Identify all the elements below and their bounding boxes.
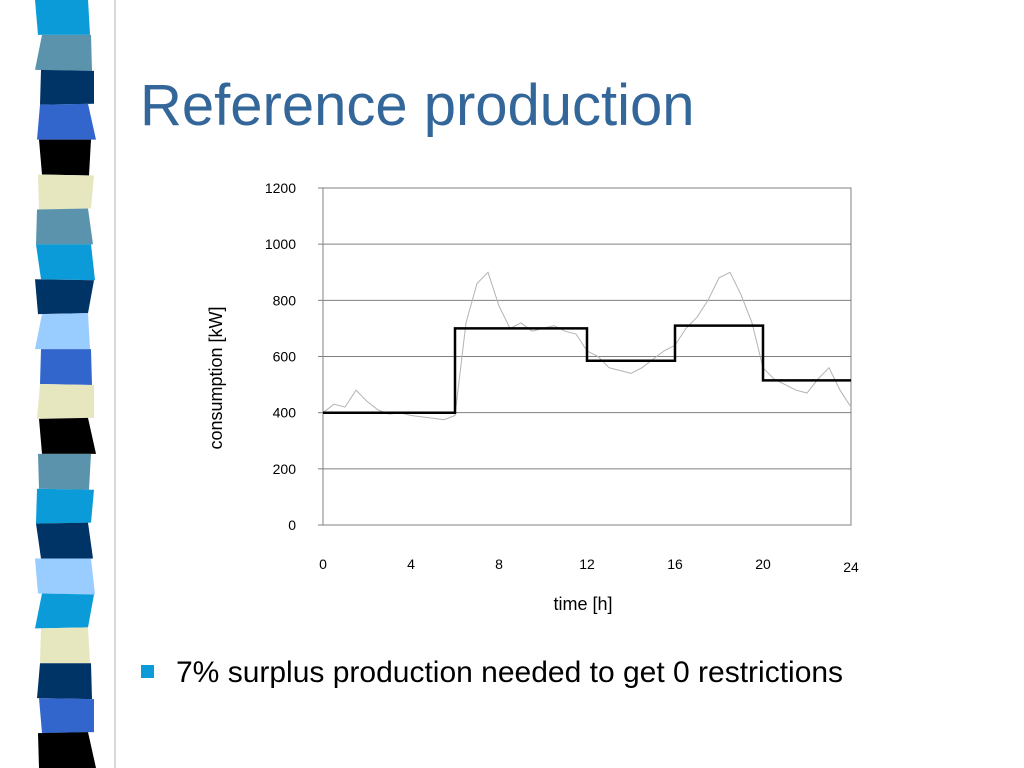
stripe-segment	[37, 663, 92, 700]
y-tick-label: 600	[273, 349, 297, 365]
y-tick-label: 1200	[265, 180, 296, 196]
series-layer	[322, 271, 852, 421]
y-tick-label: 200	[273, 461, 297, 477]
stripe-segment	[39, 698, 94, 734]
slide-title: Reference production	[140, 73, 695, 138]
stripe-segment	[39, 417, 96, 454]
bullet-square-icon	[141, 664, 154, 678]
stripe-segment	[40, 627, 90, 664]
stripe-segment	[35, 593, 94, 629]
y-axis-title: consumption [kW]	[206, 306, 226, 449]
y-tick-label: 0	[288, 517, 296, 533]
y-tick-label: 1000	[265, 236, 296, 252]
axis-layer: 0 200 400 600 800 1000 1200 0 4 8 12 16 20 24	[265, 180, 859, 575]
stripe-segment	[38, 732, 96, 768]
stripe-segment	[38, 453, 91, 490]
x-tick-label: 20	[755, 556, 771, 572]
x-tick-label: 0	[319, 556, 327, 572]
stripe-segment	[40, 69, 94, 105]
reference-step-line	[323, 324, 851, 414]
y-tick-label: 800	[273, 292, 297, 308]
stripe-segment	[37, 103, 96, 140]
x-tick-label: 4	[407, 556, 415, 572]
y-tick-label: 400	[273, 405, 297, 421]
x-tick-label: 16	[667, 556, 683, 572]
stripe-segment	[35, 279, 94, 315]
stripe-segment	[36, 488, 94, 524]
stripe-segment	[35, 0, 90, 35]
stripe-segment	[39, 139, 91, 176]
x-tick-label: 8	[495, 556, 503, 572]
stripe-segment	[35, 313, 90, 350]
x-axis-title: time [h]	[553, 594, 612, 614]
bullet-text: 7% surplus production needed to get 0 re…	[176, 656, 844, 689]
stripe-segment	[40, 349, 92, 385]
stripe-segment	[35, 34, 92, 71]
stripe-segment	[38, 174, 94, 210]
stripe-segment	[36, 522, 93, 559]
decorative-stripe-band	[35, 0, 116, 768]
x-tick-label: 12	[579, 556, 595, 572]
x-tick-label: 24	[843, 559, 859, 575]
stripe-segment	[35, 558, 95, 595]
stripe-segment	[36, 244, 95, 281]
bullet-point: 7% surplus production needed to get 0 re…	[141, 656, 843, 690]
stripe-segment	[36, 208, 93, 245]
stripe-segment	[37, 384, 94, 419]
